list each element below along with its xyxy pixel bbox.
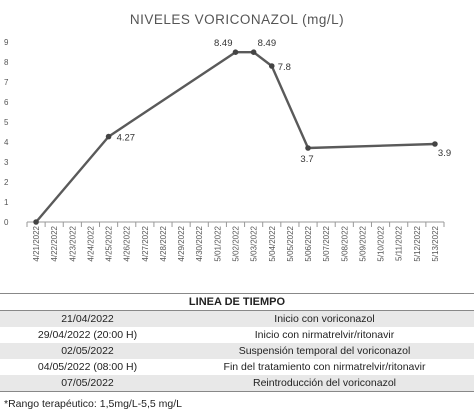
x-tick-label: 5/04/2022: [268, 225, 277, 261]
data-label: 4.27: [117, 133, 136, 144]
table-row: 04/05/2022 (08:00 H) Fin del tratamiento…: [0, 359, 474, 375]
timeline-date: 02/05/2022: [0, 343, 175, 359]
x-tick-label: 5/05/2022: [286, 225, 295, 261]
y-tick-label: 0: [4, 218, 9, 227]
y-tick-label: 9: [4, 38, 9, 47]
table-row: 21/04/2022 Inicio con voriconazol: [0, 310, 474, 327]
chart-canvas: NIVELES VORICONAZOL (mg/L) 0 1 2 3 4 5 6 7 8 9 4/…: [4, 12, 451, 262]
x-tick-label: 5/03/2022: [250, 225, 259, 261]
y-axis-ticks: 0 1 2 3 4 5 6 7 8 9: [4, 38, 9, 227]
x-tick-label: 5/02/2022: [232, 225, 241, 261]
y-tick-label: 4: [4, 138, 9, 147]
x-tick-label: 4/29/2022: [177, 225, 186, 261]
x-tick-label: 4/25/2022: [105, 225, 114, 261]
data-point: [105, 133, 112, 140]
chart-title: NIVELES VORICONAZOL (mg/L): [130, 12, 344, 27]
x-tick-label: 4/21/2022: [32, 225, 41, 261]
y-tick-label: 1: [4, 198, 9, 207]
series-line: [35, 51, 435, 223]
y-tick-label: 6: [4, 98, 9, 107]
data-point: [232, 49, 239, 55]
timeline-header-row: LINEA DE TIEMPO: [0, 293, 474, 311]
x-tick-label: 5/06/2022: [304, 225, 313, 261]
x-tick-label: 4/28/2022: [159, 225, 168, 261]
data-label: 3.9: [438, 148, 451, 159]
voriconazole-chart: NIVELES VORICONAZOL (mg/L) 0 1 2 3 4 5 6 7 8 9 4/…: [4, 12, 451, 262]
timeline-event: Fin del tratamiento con nirmatrelvir/rit…: [223, 361, 426, 373]
x-tick-label: 5/11/2022: [395, 225, 404, 261]
timeline-table: LINEA DE TIEMPO 21/04/2022 Inicio con vo…: [0, 293, 474, 392]
data-label: 7.8: [278, 62, 291, 73]
x-tick-label: 5/08/2022: [340, 225, 349, 261]
x-tick-label: 4/26/2022: [123, 225, 132, 261]
therapeutic-range-footnote: *Rango terapéutico: 1,5mg/L-5,5 mg/L: [4, 398, 183, 410]
timeline-event: Suspensión temporal del voriconazol: [175, 343, 474, 359]
data-label: 8.49: [214, 38, 233, 49]
series-layer: 4.27 8.49 8.49 7.8 3.7 3.9: [33, 38, 451, 225]
x-tick-label: 4/22/2022: [50, 225, 59, 261]
data-point: [305, 145, 311, 151]
timeline-event: Reintroducción del voriconazol: [175, 375, 474, 392]
timeline-event: Inicio con nirmatrelvir/ritonavir: [254, 329, 395, 341]
y-tick-label: 7: [4, 78, 9, 87]
data-point: [33, 219, 39, 225]
x-tick-label: 5/09/2022: [358, 225, 367, 261]
x-tick-label: 4/23/2022: [68, 225, 77, 261]
x-tick-label: 4/27/2022: [141, 225, 150, 261]
x-tick-label: 4/24/2022: [86, 225, 95, 261]
timeline-header: LINEA DE TIEMPO: [0, 293, 474, 311]
x-tick-label: 5/12/2022: [413, 225, 422, 261]
y-tick-label: 8: [4, 58, 9, 67]
x-tick-label: 5/10/2022: [377, 225, 386, 261]
y-tick-label: 3: [4, 158, 9, 167]
timeline-date: 04/05/2022 (08:00 H): [37, 361, 138, 373]
x-tick-label: 5/07/2022: [322, 225, 331, 261]
data-point: [432, 141, 438, 147]
data-label: 8.49: [258, 38, 277, 49]
timeline-date: 21/04/2022: [0, 310, 175, 327]
y-tick-label: 2: [4, 178, 9, 187]
table-row: 07/05/2022 Reintroducción del voriconazo…: [0, 375, 474, 392]
timeline-date: 07/05/2022: [0, 375, 175, 392]
x-axis: 4/21/2022 4/22/2022 4/23/2022 4/24/2022 4/25…: [26, 221, 445, 262]
timeline-event: Inicio con voriconazol: [175, 310, 474, 327]
x-tick-label: 4/30/2022: [195, 225, 204, 261]
table-row: 02/05/2022 Suspensión temporal del voric…: [0, 343, 474, 359]
y-tick-label: 5: [4, 118, 9, 127]
data-point: [250, 49, 257, 55]
data-point: [268, 63, 275, 69]
data-label: 3.7: [300, 154, 313, 165]
x-tick-label: 5/13/2022: [431, 225, 440, 261]
table-row: 29/04/2022 (20:00 H) Inicio con nirmatre…: [0, 327, 474, 343]
timeline-date: 29/04/2022 (20:00 H): [37, 329, 138, 341]
x-tick-label: 5/01/2022: [213, 225, 222, 261]
